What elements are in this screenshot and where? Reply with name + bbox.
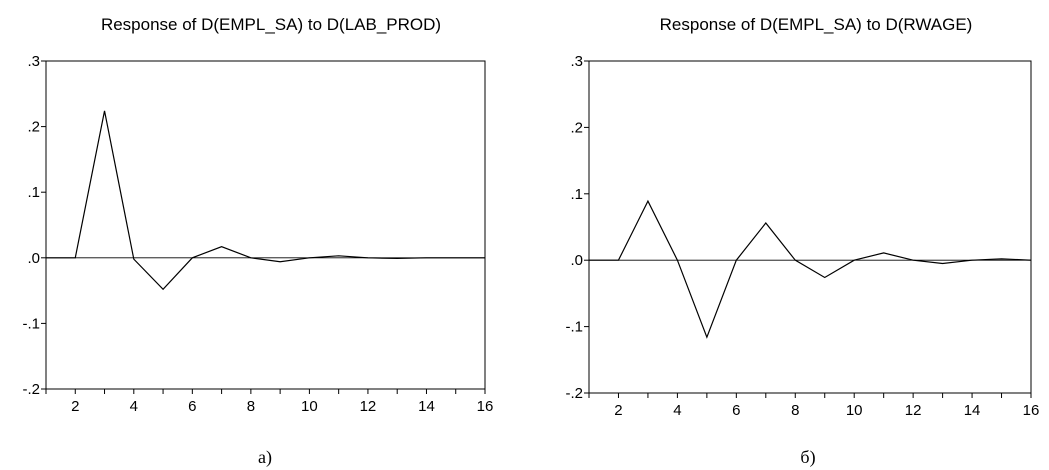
plot-frame [45, 60, 486, 390]
x-tick-label: 6 [188, 398, 196, 415]
x-tick-label: 4 [130, 398, 138, 415]
y-tick-label: -.1 [22, 315, 40, 332]
y-tick-label: -.2 [565, 385, 583, 402]
series-line [46, 110, 485, 291]
y-tick-label: -.2 [22, 381, 40, 398]
y-tick-label: .3 [570, 53, 583, 70]
panel-caption: б) [800, 447, 815, 468]
panel-caption: а) [258, 447, 272, 468]
y-tick-label: .2 [27, 119, 40, 136]
x-tick-label: 10 [301, 398, 318, 415]
chart-title: Response of D(EMPL_SA) to D(RWAGE) [660, 15, 973, 34]
y-tick-label: .2 [570, 119, 583, 136]
x-tick-label: 8 [247, 398, 255, 415]
chart-title: Response of D(EMPL_SA) to D(LAB_PROD) [101, 15, 441, 34]
y-tick-label: .3 [27, 53, 40, 70]
x-tick-label: 16 [477, 398, 494, 415]
x-tick-label: 16 [1023, 402, 1040, 419]
x-tick-label: 10 [846, 402, 863, 419]
y-tick-label: .1 [27, 184, 40, 201]
chart-marks: .3 .2 .1 .0 -.1 -.2 2 4 6 8 10 12 14 16 [565, 53, 1039, 419]
chart-marks: .3 .2 .1 .0 -.1 -.2 2 4 6 8 10 12 14 16 [22, 53, 493, 415]
x-tick-label: 2 [614, 402, 622, 419]
x-tick-label: 12 [905, 402, 922, 419]
x-tick-label: 2 [71, 398, 79, 415]
x-tick-label: 14 [964, 402, 981, 419]
chart-panel-left: Response of D(EMPL_SA) to D(LAB_PROD) .3… [22, 15, 493, 468]
x-tick-label: 6 [732, 402, 740, 419]
x-tick-label: 14 [418, 398, 435, 415]
y-tick-label: .0 [27, 250, 40, 267]
plot-frame [588, 60, 1032, 394]
series-line [589, 199, 1032, 339]
y-tick-label: .0 [570, 252, 583, 269]
y-tick-label: .1 [570, 186, 583, 203]
x-tick-label: 8 [791, 402, 799, 419]
chart-panel-right: Response of D(EMPL_SA) to D(RWAGE) .3 .2.… [565, 15, 1039, 468]
x-tick-label: 4 [673, 402, 681, 419]
x-tick-label: 12 [360, 398, 377, 415]
y-tick-label: -.1 [565, 319, 583, 336]
